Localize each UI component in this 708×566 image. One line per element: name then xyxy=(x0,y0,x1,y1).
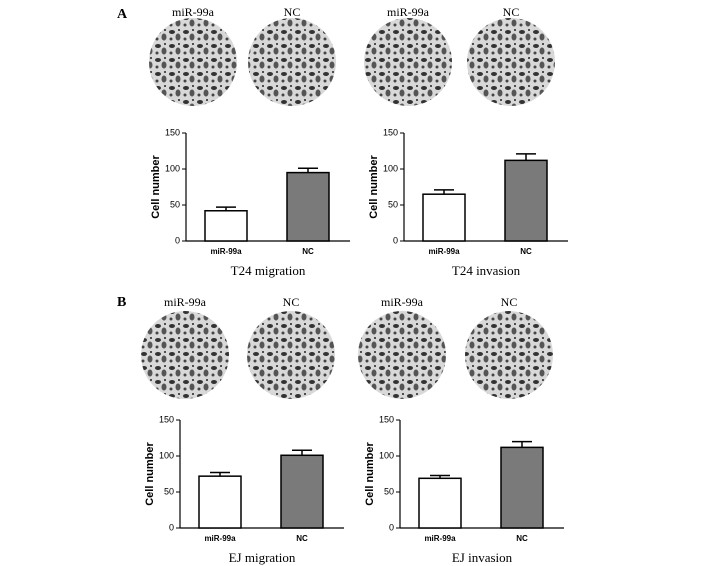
image-label: NC xyxy=(503,5,520,19)
image-label: miR-99a xyxy=(387,5,430,19)
image-label: miR-99a xyxy=(172,5,215,19)
y-tick-label: 50 xyxy=(388,199,398,209)
x-tick-label: miR-99a xyxy=(424,534,456,543)
y-tick-label: 150 xyxy=(379,414,394,424)
micrograph xyxy=(247,311,335,399)
micrograph xyxy=(141,311,229,399)
micrograph xyxy=(358,311,446,399)
y-tick-label: 150 xyxy=(159,414,174,424)
bar xyxy=(418,477,462,529)
y-tick-label: 50 xyxy=(384,486,394,496)
image-label: NC xyxy=(283,295,300,309)
image-label: miR-99a xyxy=(164,295,207,309)
micrograph xyxy=(248,18,336,106)
micrograph xyxy=(467,18,555,106)
y-tick-label: 50 xyxy=(164,486,174,496)
image-label: miR-99a xyxy=(381,295,424,309)
chart-title: EJ migration xyxy=(229,550,296,565)
bar xyxy=(204,210,248,242)
micrograph xyxy=(149,18,237,106)
chart-title: EJ invasion xyxy=(452,550,513,565)
bar xyxy=(500,446,544,529)
y-tick-label: 0 xyxy=(175,235,180,245)
y-tick-label: 100 xyxy=(165,163,180,173)
y-axis-label: Cell number xyxy=(364,442,376,506)
y-tick-label: 50 xyxy=(170,199,180,209)
y-axis-label: Cell number xyxy=(150,155,162,219)
y-tick-label: 0 xyxy=(393,235,398,245)
micrograph xyxy=(465,311,553,399)
y-tick-label: 150 xyxy=(165,127,180,137)
chart-title: T24 invasion xyxy=(452,263,521,278)
x-tick-label: miR-99a xyxy=(204,534,236,543)
y-tick-label: 0 xyxy=(169,522,174,532)
panel-label: A xyxy=(117,7,128,22)
panel-label: B xyxy=(117,295,126,310)
chart-title: T24 migration xyxy=(231,263,306,278)
x-tick-label: NC xyxy=(296,534,308,543)
y-tick-label: 100 xyxy=(159,450,174,460)
y-axis-label: Cell number xyxy=(144,442,156,506)
y-axis-label: Cell number xyxy=(368,155,380,219)
y-tick-label: 100 xyxy=(379,450,394,460)
x-tick-label: miR-99a xyxy=(428,247,460,256)
image-label: NC xyxy=(501,295,518,309)
x-tick-label: NC xyxy=(520,247,532,256)
x-tick-label: NC xyxy=(302,247,314,256)
bar xyxy=(504,159,548,242)
x-tick-label: NC xyxy=(516,534,528,543)
bar xyxy=(198,475,242,529)
bar xyxy=(280,454,324,529)
y-tick-label: 150 xyxy=(383,127,398,137)
micrograph xyxy=(364,18,452,106)
x-tick-label: miR-99a xyxy=(210,247,242,256)
bar xyxy=(286,171,330,242)
bar xyxy=(422,193,466,242)
y-tick-label: 0 xyxy=(389,522,394,532)
y-tick-label: 100 xyxy=(383,163,398,173)
image-label: NC xyxy=(284,5,301,19)
